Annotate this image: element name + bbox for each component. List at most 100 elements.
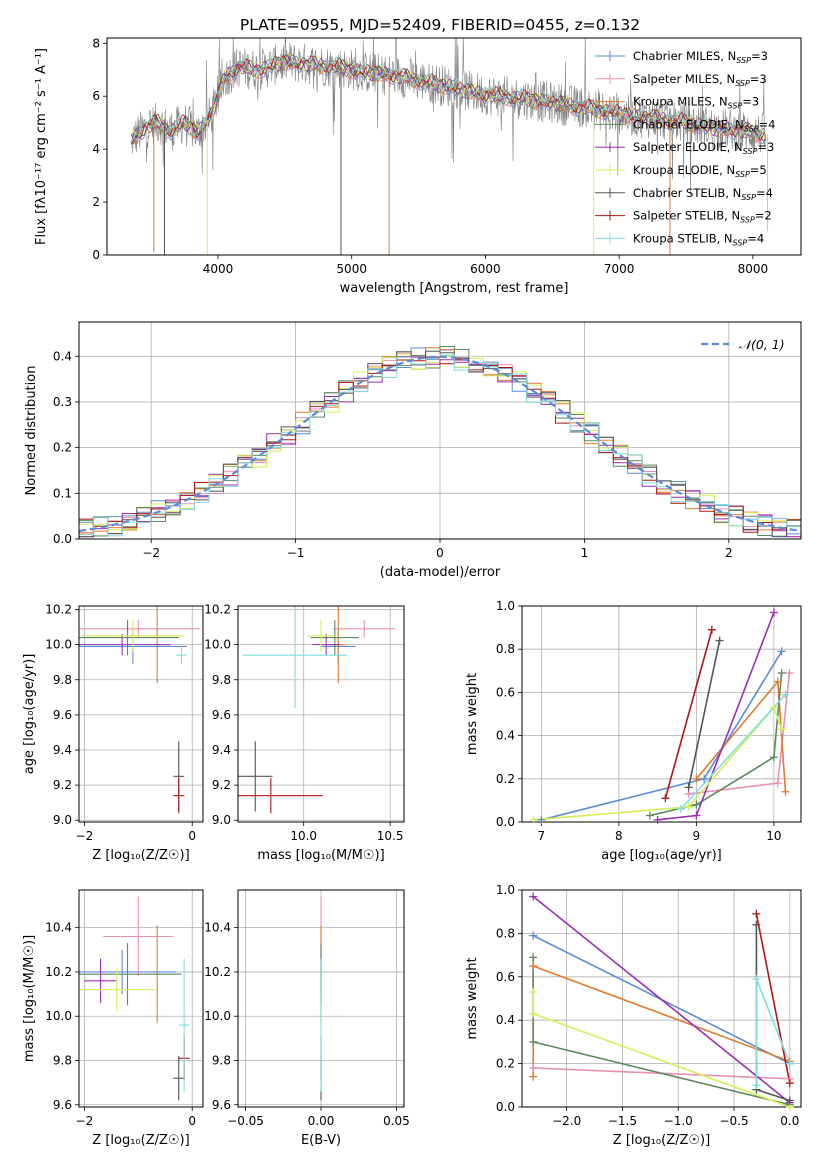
- panel-age-vs-mass: 10.0 10.5 9.0 9.2 9.4 9.6 9.8 10.0 10.2 mass [log…: [204, 603, 405, 863]
- model-spectrum-line: [130, 54, 766, 144]
- x-tick-label: 0: [188, 1114, 196, 1128]
- legend-label-main: Salpeter ELODIE, N: [633, 140, 743, 154]
- legend-label-main: Salpeter MILES, N: [633, 72, 735, 86]
- legend-label-suffix: =3: [742, 95, 759, 109]
- y-tick-label: 0.8: [496, 926, 515, 940]
- x-axis-label: wavelength [Angstrom, rest frame]: [340, 281, 569, 296]
- y-tick-label: 0.0: [496, 815, 515, 829]
- legend-label-suffix: =3: [751, 49, 768, 63]
- x-tick-label: 8: [615, 829, 623, 843]
- axes-frame: [521, 605, 802, 823]
- x-tick-label: −0.5: [719, 1114, 748, 1128]
- y-tick-label: 6: [92, 89, 100, 103]
- y-tick-label: 9.2: [53, 778, 72, 792]
- plot-area: [79, 606, 201, 814]
- mass-weight-series-line: [532, 895, 791, 1104]
- y-tick-label: 10.0: [204, 1009, 231, 1023]
- y-tick-label: 10.0: [45, 1009, 72, 1023]
- panel-mass-vs-ebv: −0.05 0.00 0.05 9.6 9.8 10.0 10.2 10.4 E(B-V): [204, 889, 410, 1148]
- legend-label-main: Kroupa MILES, N: [633, 95, 728, 109]
- y-axis-label: mass weight: [465, 957, 480, 1039]
- legend-label-sub: SSP: [728, 102, 743, 111]
- plot-area: [79, 346, 801, 539]
- y-tick-label: 9.8: [53, 673, 72, 687]
- y-tick-label: 0.2: [496, 772, 515, 786]
- legend-label-suffix: =5: [750, 163, 767, 177]
- y-tick-label: 8: [92, 36, 100, 50]
- legend-label-suffix: =3: [750, 72, 767, 86]
- x-axis-label: age [log₁₀(age/yr)]: [601, 848, 722, 863]
- mass-weight-series-line: [664, 629, 713, 799]
- y-tick-label: 10.2: [45, 603, 72, 617]
- x-tick-label: 0.0: [780, 1114, 799, 1128]
- axes-frame: [78, 889, 204, 1108]
- legend-label: Chabrier ELODIE, NSSP=4: [633, 117, 775, 133]
- x-tick-label: −1.0: [664, 1114, 693, 1128]
- legend-label: Salpeter MILES, NSSP=3: [633, 72, 767, 88]
- y-tick-label: 0.2: [496, 1057, 515, 1071]
- y-tick-label: 0.0: [496, 1100, 515, 1114]
- plot-area: [130, 38, 769, 255]
- axes-frame: [78, 605, 204, 823]
- x-axis-label: (data-model)/error: [380, 565, 501, 580]
- x-axis-label: mass [log₁₀(M/M☉)]: [257, 848, 384, 863]
- y-axis-label: mass [log₁₀(M/M☉)]: [22, 935, 37, 1062]
- legend-label-sub: SSP: [740, 216, 755, 225]
- legend-label-main: Chabrier STELIB, N: [633, 186, 741, 200]
- y-tick-label: 0.0: [53, 532, 72, 546]
- legend-label-sub: SSP: [733, 238, 748, 247]
- legend-label-main: Chabrier MILES, N: [633, 49, 736, 63]
- y-tick-label: 10.2: [45, 965, 72, 979]
- y-tick-label: 0: [92, 248, 100, 262]
- y-tick-label: 9.6: [53, 708, 72, 722]
- panel-massweight-vs-Z: −2.0 −1.5 −1.0 −0.5 0.0 0.0 0.2 0.4 0.6 0.8 1.0 Z […: [465, 883, 802, 1148]
- legend-label-sub: SSP: [735, 79, 750, 88]
- y-tick-label: 10.4: [45, 921, 72, 935]
- y-tick-label: 10.0: [45, 638, 72, 652]
- x-tick-label: 1: [581, 546, 589, 560]
- y-tick-label: 0.6: [496, 685, 515, 699]
- x-axis-label: E(B-V): [301, 1133, 341, 1148]
- panel-spectrum: 4000 5000 6000 7000 8000 0 2 4 6 8 wavelength [Ang…: [34, 36, 802, 296]
- legend-label: Salpeter ELODIE, NSSP=3: [633, 140, 774, 156]
- legend-label: Chabrier MILES, NSSP=3: [633, 49, 768, 65]
- y-axis-label: age [log₁₀(age/yr)]: [22, 654, 37, 775]
- mass-weight-series-line: [649, 672, 783, 817]
- y-tick-label: 9.8: [212, 1054, 231, 1068]
- legend-label-main: Kroupa ELODIE, N: [633, 163, 735, 177]
- y-tick-label: 2: [92, 195, 100, 209]
- x-tick-label: 10.0: [290, 829, 317, 843]
- x-tick-label: 0: [436, 546, 444, 560]
- x-tick-label: −0.05: [227, 1114, 264, 1128]
- y-tick-label: 9.4: [53, 743, 72, 757]
- histogram-steps: [79, 354, 801, 539]
- y-tick-label: 4: [92, 142, 100, 156]
- figure-title: PLATE=0955, MJD=52409, FIBERID=0455, z=0…: [240, 16, 640, 34]
- x-tick-label: 0.00: [308, 1114, 335, 1128]
- panel-age-vs-Z: −2 0 9.0 9.2 9.4 9.6 9.8 10.0 10.2 Z [log₁₀(Z/Z☉)…: [22, 603, 204, 863]
- y-tick-label: 0.2: [53, 441, 72, 455]
- y-tick-label: 1.0: [496, 599, 515, 613]
- axes-frame: [521, 889, 802, 1108]
- y-tick-label: 10.4: [204, 921, 231, 935]
- model-spectrum-line: [130, 53, 766, 140]
- x-tick-label: 2: [725, 546, 733, 560]
- legend-label-suffix: =4: [756, 186, 773, 200]
- y-tick-label: 0.4: [53, 349, 72, 363]
- x-tick-label: 0.05: [383, 1114, 410, 1128]
- x-tick-label: −1.5: [608, 1114, 637, 1128]
- mass-weight-series-line: [687, 640, 721, 788]
- legend-label-sub: SSP: [735, 170, 750, 179]
- x-tick-label: 10: [766, 829, 781, 843]
- x-tick-label: 0: [188, 829, 196, 843]
- y-tick-label: 9.0: [53, 813, 72, 827]
- mass-weight-series-line: [680, 694, 787, 810]
- legend-label: 𝒩(0, 1): [739, 337, 785, 352]
- x-tick-label: −2.0: [552, 1114, 581, 1128]
- x-tick-label: 10.5: [377, 829, 404, 843]
- y-tick-label: 1.0: [496, 883, 515, 897]
- legend-label-suffix: =3: [757, 140, 774, 154]
- histogram-steps: [79, 350, 801, 539]
- x-tick-label: 7000: [604, 262, 635, 276]
